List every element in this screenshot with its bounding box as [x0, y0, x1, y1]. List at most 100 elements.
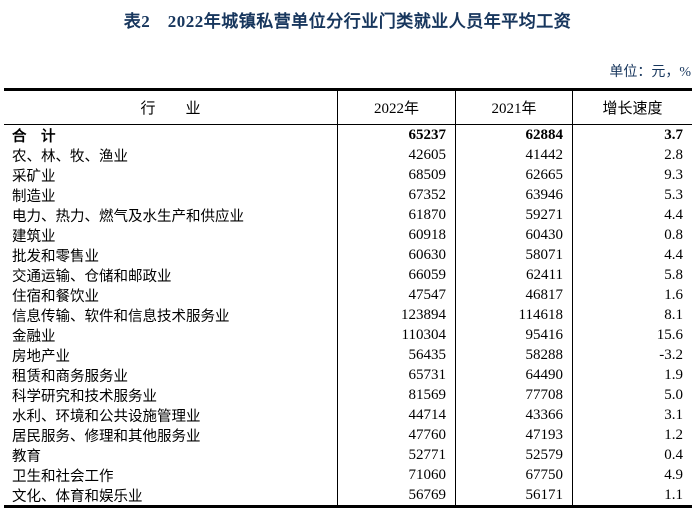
growth-rate-cell: 9.3	[572, 165, 692, 185]
value-2021-cell: 64490	[455, 365, 572, 385]
value-2022-cell: 56769	[337, 485, 455, 505]
table-header-row: 行 业 2022年 2021年 增长速度	[4, 91, 692, 125]
value-2022-cell: 81569	[337, 385, 455, 405]
growth-rate-cell: 1.2	[572, 425, 692, 445]
industry-name-cell: 居民服务、修理和其他服务业	[12, 428, 201, 445]
growth-rate-cell: 8.1	[572, 305, 692, 325]
table-row: 卫生和社会工作 71060 67750 4.9	[4, 465, 692, 485]
table-row: 租赁和商务服务业 65731 64490 1.9	[4, 365, 692, 385]
industry-name-cell: 农、林、牧、渔业	[12, 148, 128, 165]
value-2021-cell: 63946	[455, 185, 572, 205]
column-header-growth-rate: 增长速度	[572, 91, 692, 124]
column-header-2021: 2021年	[455, 91, 572, 124]
industry-name-cell: 住宿和餐饮业	[12, 288, 99, 305]
value-2022-cell: 65237	[337, 125, 455, 145]
growth-rate-cell: 1.1	[572, 485, 692, 505]
industry-name-cell: 租赁和商务服务业	[12, 368, 128, 385]
growth-rate-cell: 3.1	[572, 405, 692, 425]
value-2022-cell: 47547	[337, 285, 455, 305]
value-2021-cell: 62884	[455, 125, 572, 145]
unit-note: 单位：元，%	[609, 65, 691, 80]
growth-rate-cell: 0.4	[572, 445, 692, 465]
column-header-industry: 行 业	[140, 101, 201, 117]
table-row: 金融业 110304 95416 15.6	[4, 325, 692, 345]
growth-rate-cell: 1.9	[572, 365, 692, 385]
industry-name-cell: 水利、环境和公共设施管理业	[12, 408, 201, 425]
value-2021-cell: 60430	[455, 225, 572, 245]
value-2021-cell: 46817	[455, 285, 572, 305]
value-2022-cell: 52771	[337, 445, 455, 465]
value-2022-cell: 42605	[337, 145, 455, 165]
growth-rate-cell: 5.8	[572, 265, 692, 285]
industry-name-cell: 信息传输、软件和信息技术服务业	[12, 308, 230, 325]
value-2021-cell: 95416	[455, 325, 572, 345]
value-2022-cell: 60918	[337, 225, 455, 245]
industry-name-cell: 建筑业	[12, 228, 56, 245]
value-2021-cell: 58288	[455, 345, 572, 365]
value-2021-cell: 59271	[455, 205, 572, 225]
value-2022-cell: 61870	[337, 205, 455, 225]
value-2021-cell: 58071	[455, 245, 572, 265]
industry-name-cell: 采矿业	[12, 168, 56, 185]
table-row: 教育 52771 52579 0.4	[4, 445, 692, 465]
value-2021-cell: 62411	[455, 265, 572, 285]
growth-rate-cell: 1.6	[572, 285, 692, 305]
value-2021-cell: 41442	[455, 145, 572, 165]
industry-name-cell: 电力、热力、燃气及水生产和供应业	[12, 208, 244, 225]
wage-table: 行 业 2022年 2021年 增长速度 合 计 65237 62884 3.7 农、林…	[4, 88, 692, 508]
growth-rate-cell: 3.7	[572, 125, 692, 145]
value-2022-cell: 56435	[337, 345, 455, 365]
table-row: 采矿业 68509 62665 9.3	[4, 165, 692, 185]
growth-rate-cell: 0.8	[572, 225, 692, 245]
value-2022-cell: 67352	[337, 185, 455, 205]
table-row: 水利、环境和公共设施管理业 44714 43366 3.1	[4, 405, 692, 425]
value-2021-cell: 43366	[455, 405, 572, 425]
growth-rate-cell: 15.6	[572, 325, 692, 345]
table-body: 合 计 65237 62884 3.7 农、林、牧、渔业 42605 41442 2.8 采矿业…	[4, 125, 692, 505]
industry-name-cell: 制造业	[12, 188, 56, 205]
growth-rate-cell: -3.2	[572, 345, 692, 365]
table-row: 农、林、牧、渔业 42605 41442 2.8	[4, 145, 692, 165]
value-2021-cell: 47193	[455, 425, 572, 445]
value-2021-cell: 77708	[455, 385, 572, 405]
value-2022-cell: 65731	[337, 365, 455, 385]
value-2021-cell: 114618	[455, 305, 572, 325]
value-2022-cell: 71060	[337, 465, 455, 485]
table-row: 制造业 67352 63946 5.3	[4, 185, 692, 205]
value-2021-cell: 56171	[455, 485, 572, 505]
industry-name-cell: 合 计	[12, 128, 56, 145]
industry-name-cell: 房地产业	[12, 348, 70, 365]
page-title: 表2 2022年城镇私营单位分行业门类就业人员年平均工资	[123, 12, 572, 31]
industry-name-cell: 科学研究和技术服务业	[12, 388, 157, 405]
industry-name-cell: 批发和零售业	[12, 248, 99, 265]
table-row: 房地产业 56435 58288 -3.2	[4, 345, 692, 365]
table-row: 批发和零售业 60630 58071 4.4	[4, 245, 692, 265]
value-2021-cell: 67750	[455, 465, 572, 485]
industry-name-cell: 文化、体育和娱乐业	[12, 488, 143, 505]
growth-rate-cell: 4.4	[572, 245, 692, 265]
growth-rate-cell: 2.8	[572, 145, 692, 165]
growth-rate-cell: 5.3	[572, 185, 692, 205]
industry-name-cell: 卫生和社会工作	[12, 468, 114, 485]
table-row: 建筑业 60918 60430 0.8	[4, 225, 692, 245]
table-row: 居民服务、修理和其他服务业 47760 47193 1.2	[4, 425, 692, 445]
table-row: 住宿和餐饮业 47547 46817 1.6	[4, 285, 692, 305]
growth-rate-cell: 4.4	[572, 205, 692, 225]
growth-rate-cell: 5.0	[572, 385, 692, 405]
value-2022-cell: 110304	[337, 325, 455, 345]
value-2022-cell: 60630	[337, 245, 455, 265]
table-row: 电力、热力、燃气及水生产和供应业 61870 59271 4.4	[4, 205, 692, 225]
industry-name-cell: 金融业	[12, 328, 56, 345]
value-2022-cell: 68509	[337, 165, 455, 185]
table-row: 文化、体育和娱乐业 56769 56171 1.1	[4, 485, 692, 505]
value-2022-cell: 66059	[337, 265, 455, 285]
value-2022-cell: 47760	[337, 425, 455, 445]
table-row: 交通运输、仓储和邮政业 66059 62411 5.8	[4, 265, 692, 285]
industry-name-cell: 交通运输、仓储和邮政业	[12, 268, 172, 285]
value-2021-cell: 62665	[455, 165, 572, 185]
table-row: 信息传输、软件和信息技术服务业 123894 114618 8.1	[4, 305, 692, 325]
column-header-2022: 2022年	[337, 91, 455, 124]
growth-rate-cell: 4.9	[572, 465, 692, 485]
value-2021-cell: 52579	[455, 445, 572, 465]
